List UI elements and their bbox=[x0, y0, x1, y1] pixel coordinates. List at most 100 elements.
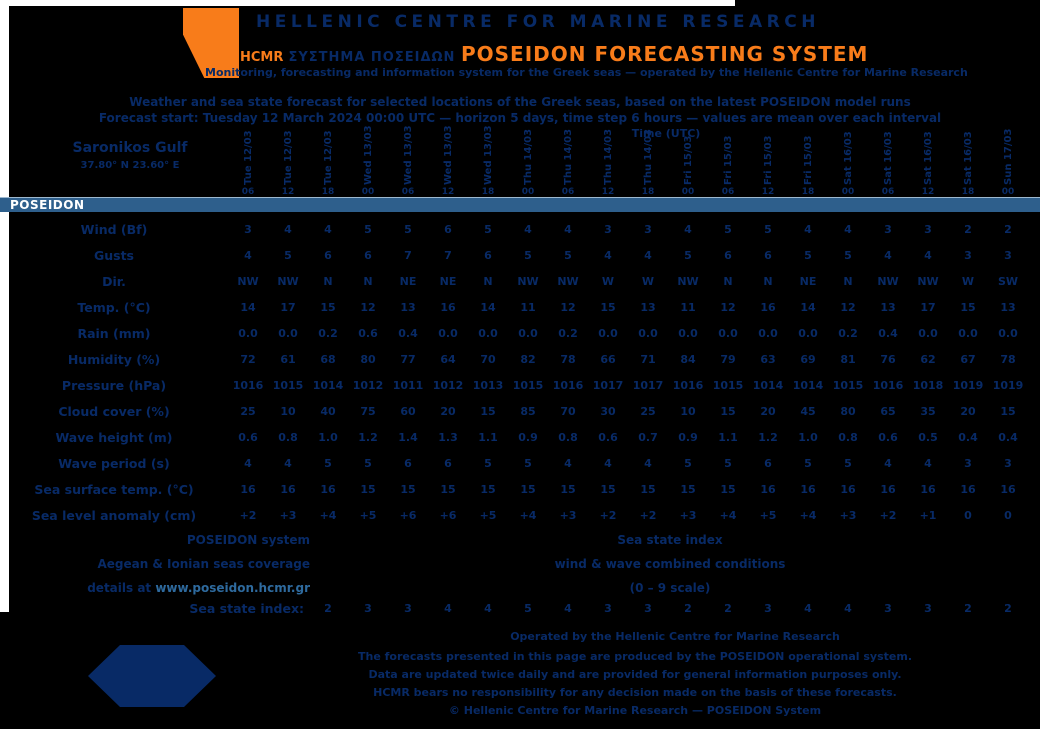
page-left-margin bbox=[0, 0, 9, 612]
forecast-value-cell: +1 bbox=[919, 508, 937, 522]
forecast-value-cell: 30 bbox=[600, 404, 616, 418]
seastate-value-cell: 2 bbox=[324, 601, 332, 615]
forecast-value-cell: 1016 bbox=[872, 378, 904, 392]
forecast-value-cell: +5 bbox=[359, 508, 377, 522]
row-label: Wave height (m) bbox=[55, 429, 173, 445]
footer-line-4: © Hellenic Centre for Marine Research — … bbox=[448, 704, 822, 717]
seastate-value-cell: 2 bbox=[684, 601, 692, 615]
poseidon-hexagon-logo[interactable] bbox=[88, 645, 216, 707]
forecast-value-cell: 0.4 bbox=[998, 430, 1018, 444]
forecast-value-cell: 4 bbox=[604, 456, 612, 470]
forecast-value-cell: 16 bbox=[800, 482, 816, 496]
seastate-value-cell: 3 bbox=[764, 601, 772, 615]
poseidon-website-link[interactable]: www.poseidon.hcmr.gr bbox=[155, 581, 310, 595]
column-day-label: Thu 14/03 bbox=[642, 128, 654, 185]
column-hour-label: 18 bbox=[321, 187, 335, 197]
forecast-value-cell: 0.0 bbox=[798, 326, 818, 340]
forecast-value-cell: 13 bbox=[1000, 300, 1016, 314]
forecast-value-cell: 0.4 bbox=[958, 430, 978, 444]
forecast-value-cell: 3 bbox=[964, 456, 972, 470]
forecast-value-cell: 0.8 bbox=[278, 430, 298, 444]
forecast-value-cell: 0.0 bbox=[518, 326, 538, 340]
forecast-value-cell: 16 bbox=[1000, 482, 1016, 496]
forecast-value-cell: 5 bbox=[284, 248, 292, 262]
forecast-value-cell: 3 bbox=[964, 248, 972, 262]
forecast-value-cell: 0.4 bbox=[878, 326, 898, 340]
forecast-value-cell: +2 bbox=[239, 508, 257, 522]
forecast-value-cell: 15 bbox=[960, 300, 976, 314]
column-day-label: Thu 14/03 bbox=[602, 128, 614, 185]
forecast-value-cell: 5 bbox=[724, 456, 732, 470]
column-header: Wed 13/03 06 bbox=[388, 125, 428, 197]
forecast-value-cell: 70 bbox=[480, 352, 496, 366]
forecast-value-cell: 5 bbox=[524, 248, 532, 262]
forecast-value-cell: 15 bbox=[680, 482, 696, 496]
column-header: Sat 16/03 12 bbox=[908, 131, 948, 197]
forecast-value-cell: 4 bbox=[684, 222, 692, 236]
column-hour-label: 06 bbox=[561, 187, 575, 197]
table-row: Rain (mm) 0.0 0.0 0.2 0.6 0.4 0.0 0.0 0.0 0.2 0.0 0… bbox=[0, 320, 1040, 346]
forecast-value-cell: 3 bbox=[1004, 248, 1012, 262]
forecast-value-cell: 15 bbox=[720, 482, 736, 496]
forecast-value-cell: 7 bbox=[444, 248, 452, 262]
forecast-value-cell: 4 bbox=[884, 456, 892, 470]
column-hour-label: 12 bbox=[921, 187, 935, 197]
seastate-value-cell: 3 bbox=[644, 601, 652, 615]
forecast-value-cell: 85 bbox=[520, 404, 536, 418]
forecast-value-cell: N bbox=[363, 274, 373, 288]
forecast-value-cell: 12 bbox=[360, 300, 376, 314]
forecast-value-cell: +4 bbox=[519, 508, 537, 522]
column-hour-label: 00 bbox=[521, 187, 535, 197]
row-label: Wave period (s) bbox=[58, 455, 170, 471]
forecast-value-cell: 5 bbox=[684, 248, 692, 262]
forecast-value-cell: 4 bbox=[564, 222, 572, 236]
forecast-value-cell: 75 bbox=[360, 404, 376, 418]
forecast-value-cell: 1017 bbox=[592, 378, 624, 392]
forecast-value-cell: 6 bbox=[764, 456, 772, 470]
forecast-value-cell: 1.1 bbox=[478, 430, 498, 444]
forecast-value-cell: 1014 bbox=[792, 378, 824, 392]
column-day-label: Wed 13/03 bbox=[402, 125, 414, 185]
details-left-line-2: Aegean & Ionian seas coverage bbox=[97, 557, 310, 571]
forecast-value-cell: 1014 bbox=[312, 378, 344, 392]
footer-line-1: The forecasts presented in this page are… bbox=[357, 650, 913, 663]
forecast-value-cell: 5 bbox=[524, 456, 532, 470]
forecast-value-cell: 0.0 bbox=[278, 326, 298, 340]
forecast-value-cell: 40 bbox=[320, 404, 336, 418]
forecast-value-cell: 0.6 bbox=[358, 326, 378, 340]
forecast-value-cell: 82 bbox=[520, 352, 536, 366]
table-row: Pressure (hPa) 1016 1015 1014 1012 1011 1012 10… bbox=[0, 372, 1040, 398]
forecast-value-cell: 25 bbox=[640, 404, 656, 418]
column-day-label: Thu 14/03 bbox=[522, 128, 534, 185]
footer-line-3: HCMR bears no responsibility for any dec… bbox=[373, 686, 897, 699]
location-name: Saronikos Gulf bbox=[72, 140, 188, 156]
column-hour-label: 00 bbox=[361, 187, 375, 197]
column-day-label: Fri 15/03 bbox=[682, 135, 694, 185]
forecast-value-cell: +4 bbox=[719, 508, 737, 522]
column-day-label: Tue 12/03 bbox=[322, 130, 334, 185]
forecast-value-cell: +3 bbox=[839, 508, 857, 522]
forecast-value-cell: 3 bbox=[644, 222, 652, 236]
forecast-value-cell: 1016 bbox=[672, 378, 704, 392]
forecast-value-cell: 0.0 bbox=[958, 326, 978, 340]
column-day-label: Sat 16/03 bbox=[962, 131, 974, 185]
forecast-value-cell: 0.6 bbox=[878, 430, 898, 444]
seastate-value-cell: 4 bbox=[564, 601, 572, 615]
column-day-label: Fri 15/03 bbox=[802, 135, 814, 185]
seastate-subheading: wind & wave combined conditions bbox=[554, 557, 786, 571]
forecast-value-cell: NW bbox=[237, 274, 259, 288]
column-hour-label: 18 bbox=[481, 187, 495, 197]
column-day-label: Wed 13/03 bbox=[442, 125, 454, 185]
forecast-value-cell: 20 bbox=[760, 404, 776, 418]
footer-disclaimer: The forecasts presented in this page are… bbox=[330, 648, 940, 720]
column-day-label: Sun 17/03 bbox=[1002, 128, 1014, 185]
forecast-value-cell: 12 bbox=[840, 300, 856, 314]
seastate-heading: Sea state index bbox=[617, 533, 723, 547]
column-header: Thu 14/03 06 bbox=[548, 129, 588, 197]
forecast-value-cell: 66 bbox=[600, 352, 616, 366]
forecast-value-cell: +4 bbox=[799, 508, 817, 522]
details-link-prefix: details at bbox=[87, 581, 156, 595]
column-hour-label: 06 bbox=[881, 187, 895, 197]
forecast-value-cell: 15 bbox=[320, 300, 336, 314]
forecast-value-cell: 1015 bbox=[712, 378, 744, 392]
